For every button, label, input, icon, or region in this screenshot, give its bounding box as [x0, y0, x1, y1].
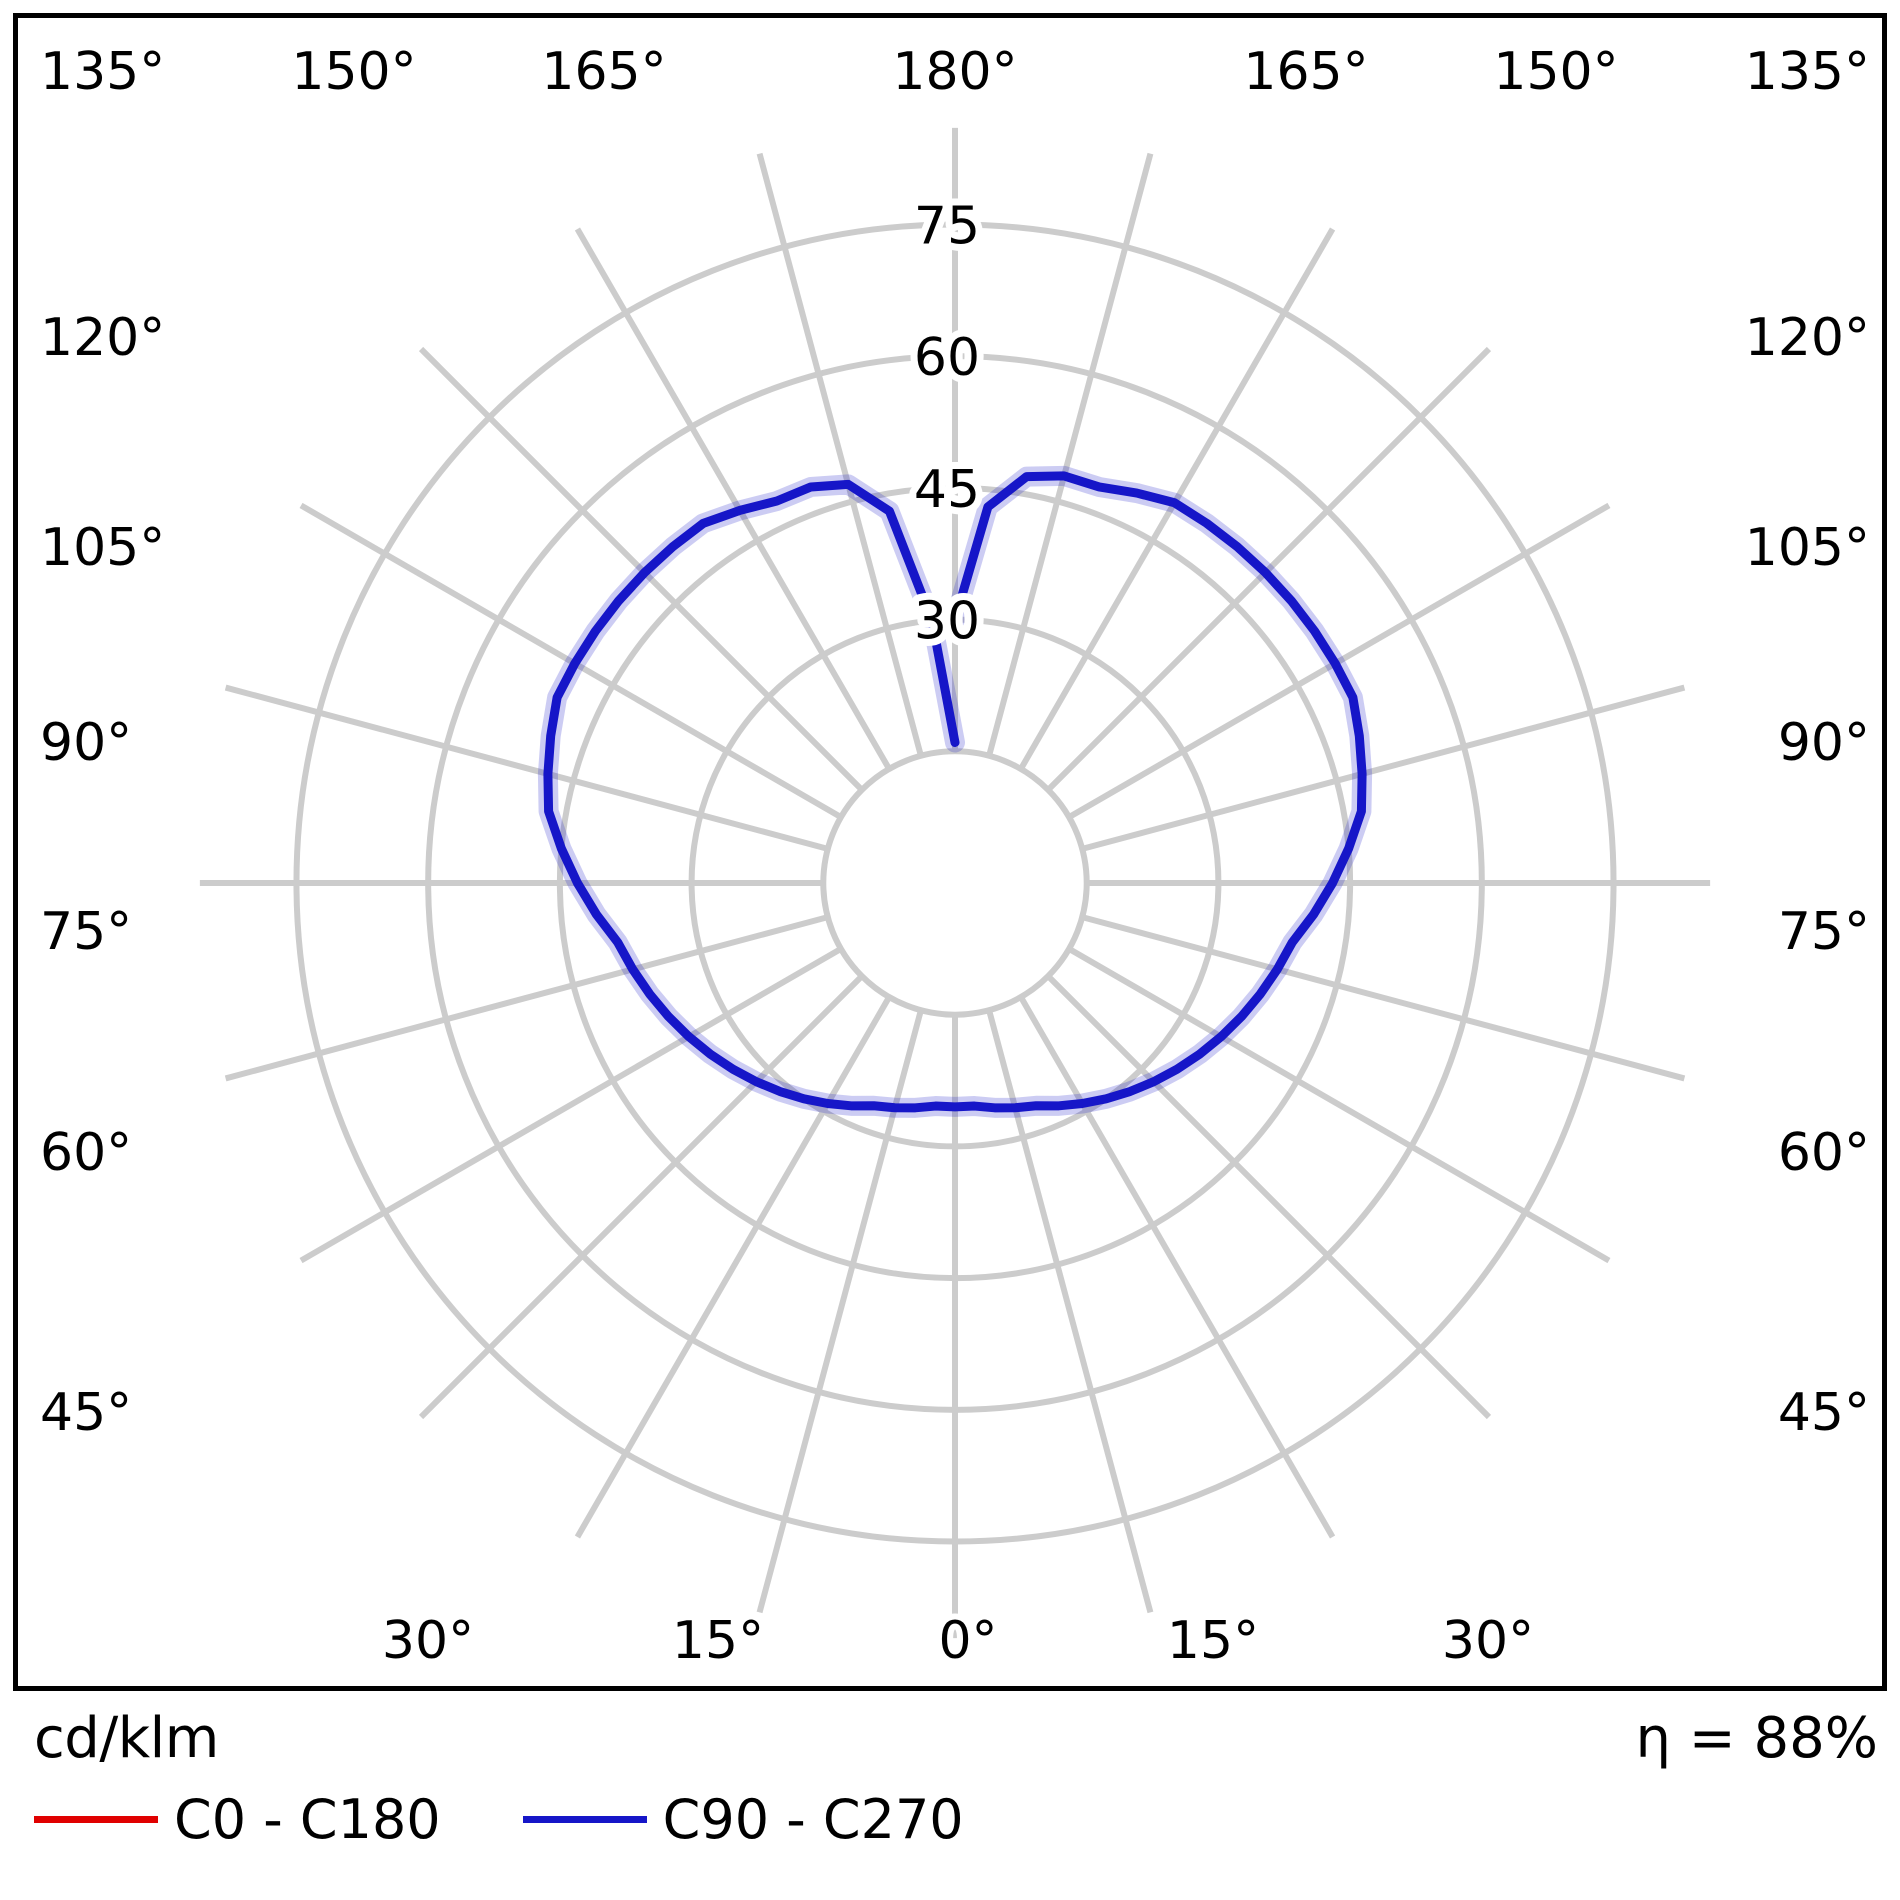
angle-label-bottom-3: 15°	[1167, 1611, 1259, 1671]
angle-label-left-6-halo: 45°	[40, 1383, 132, 1443]
angle-label-top-0-halo: 150°	[291, 42, 416, 102]
angle-label-top-4: 150°	[1493, 42, 1618, 102]
radial-tick-label: 60	[914, 328, 980, 388]
angle-label-top-4-halo: 150°	[1493, 42, 1618, 102]
legend-area: cd/klm η = 88% C0 - C180 C90 - C270	[0, 1700, 1900, 1900]
angle-label-bottom-2-halo: 0°	[938, 1611, 997, 1671]
radial-tick-label-halo: 75	[914, 196, 980, 256]
angle-label-right-3: 90°	[1778, 713, 1870, 773]
angle-label-left-2-halo: 105°	[40, 518, 165, 578]
grid-spoke--105	[224, 684, 829, 852]
radial-tick-label-halo: 45	[914, 460, 980, 520]
angle-label-bottom-1: 15°	[672, 1611, 764, 1671]
angle-label-left-1-halo: 120°	[40, 308, 165, 368]
polar-plot-frame: 30 30 45 45 60 60 75 75 135° 135° 120° 120° 105° 105°…	[13, 13, 1887, 1691]
grid-spoke-75	[1081, 914, 1686, 1082]
angle-label-top-2-halo: 180°	[892, 42, 1017, 102]
angle-label-bottom-1-halo: 15°	[672, 1611, 764, 1671]
series-path-1	[543, 471, 1367, 1113]
angle-label-bottom-0: 30°	[382, 1611, 474, 1671]
legend-label: C90 - C270	[662, 1788, 964, 1851]
angle-label-right-0-halo: 135°	[1745, 42, 1870, 102]
legend-entries: C0 - C180 C90 - C270	[34, 1788, 1046, 1851]
angle-label-top-2: 180°	[892, 42, 1017, 102]
polar-axis-labels: 3030454560607575135°135°120°120°105°105°…	[34, 36, 1876, 1677]
angle-label-left-4: 75°	[40, 902, 132, 962]
angle-label-bottom-4: 30°	[1442, 1611, 1534, 1671]
angle-label-top-3: 165°	[1243, 42, 1368, 102]
angle-label-left-6: 45°	[40, 1383, 132, 1443]
angle-label-bottom-2: 0°	[938, 1611, 997, 1671]
angle-label-right-2-halo: 105°	[1745, 518, 1870, 578]
grid-spoke--30	[574, 995, 892, 1539]
angle-label-right-6: 45°	[1778, 1383, 1870, 1443]
grid-spoke--165	[756, 152, 924, 757]
polar-plot-svg: 3030454560607575135°135°120°120°105°105°…	[34, 36, 1876, 1677]
unit-label: cd/klm	[34, 1706, 219, 1771]
grid-ring-15	[820, 748, 1090, 1018]
angle-label-right-6-halo: 45°	[1778, 1383, 1870, 1443]
angle-label-right-1: 120°	[1745, 308, 1870, 368]
legend-label: C0 - C180	[174, 1788, 441, 1851]
angle-label-right-1-halo: 120°	[1745, 308, 1870, 368]
angle-label-left-4-halo: 75°	[40, 902, 132, 962]
grid-spoke-30	[1018, 995, 1336, 1539]
radial-tick-label-halo: 30	[914, 592, 980, 652]
radial-tick-label: 30	[914, 592, 980, 652]
angle-label-top-1-halo: 165°	[541, 42, 666, 102]
polar-series-paths	[537, 465, 1373, 1118]
radial-tick-label: 75	[914, 196, 980, 256]
angle-label-top-0: 150°	[291, 42, 416, 102]
legend-color-swatch	[34, 1816, 158, 1823]
efficiency-label: η = 88%	[1635, 1706, 1878, 1771]
angle-label-right-0: 135°	[1745, 42, 1870, 102]
angle-label-left-0: 135°	[40, 42, 165, 102]
angle-label-right-4-halo: 75°	[1778, 902, 1870, 962]
angle-label-left-5: 60°	[40, 1123, 132, 1183]
angle-label-right-3-halo: 90°	[1778, 713, 1870, 773]
grid-spoke-45	[1046, 974, 1492, 1420]
grid-spoke-165	[986, 152, 1154, 757]
angle-label-left-3: 90°	[40, 713, 132, 773]
legend-item[interactable]: C90 - C270	[522, 1788, 964, 1851]
grid-spoke-105	[1081, 684, 1686, 852]
angle-label-right-5-halo: 60°	[1778, 1123, 1870, 1183]
angle-label-bottom-3-halo: 15°	[1167, 1611, 1259, 1671]
angle-label-right-5: 60°	[1778, 1123, 1870, 1183]
angle-label-left-5-halo: 60°	[40, 1123, 132, 1183]
grid-spoke-60	[1067, 946, 1611, 1264]
angle-label-bottom-4-halo: 30°	[1442, 1611, 1534, 1671]
angle-label-right-4: 75°	[1778, 902, 1870, 962]
angle-label-left-3-halo: 90°	[40, 713, 132, 773]
grid-spoke--150	[574, 227, 892, 771]
radial-tick-label: 45	[914, 460, 980, 520]
legend-color-swatch	[522, 1816, 647, 1823]
angle-label-bottom-0-halo: 30°	[382, 1611, 474, 1671]
legend-item[interactable]: C0 - C180	[34, 1788, 441, 1851]
angle-label-right-2: 105°	[1745, 518, 1870, 578]
grid-spoke--75	[224, 914, 829, 1082]
grid-spoke--45	[418, 974, 864, 1420]
radial-tick-label-halo: 60	[914, 328, 980, 388]
angle-label-top-1: 165°	[541, 42, 666, 102]
angle-label-left-0-halo: 135°	[40, 42, 165, 102]
grid-spoke--60	[299, 946, 843, 1264]
angle-label-top-3-halo: 165°	[1243, 42, 1368, 102]
angle-label-left-1: 120°	[40, 308, 165, 368]
angle-label-left-2: 105°	[40, 518, 165, 578]
